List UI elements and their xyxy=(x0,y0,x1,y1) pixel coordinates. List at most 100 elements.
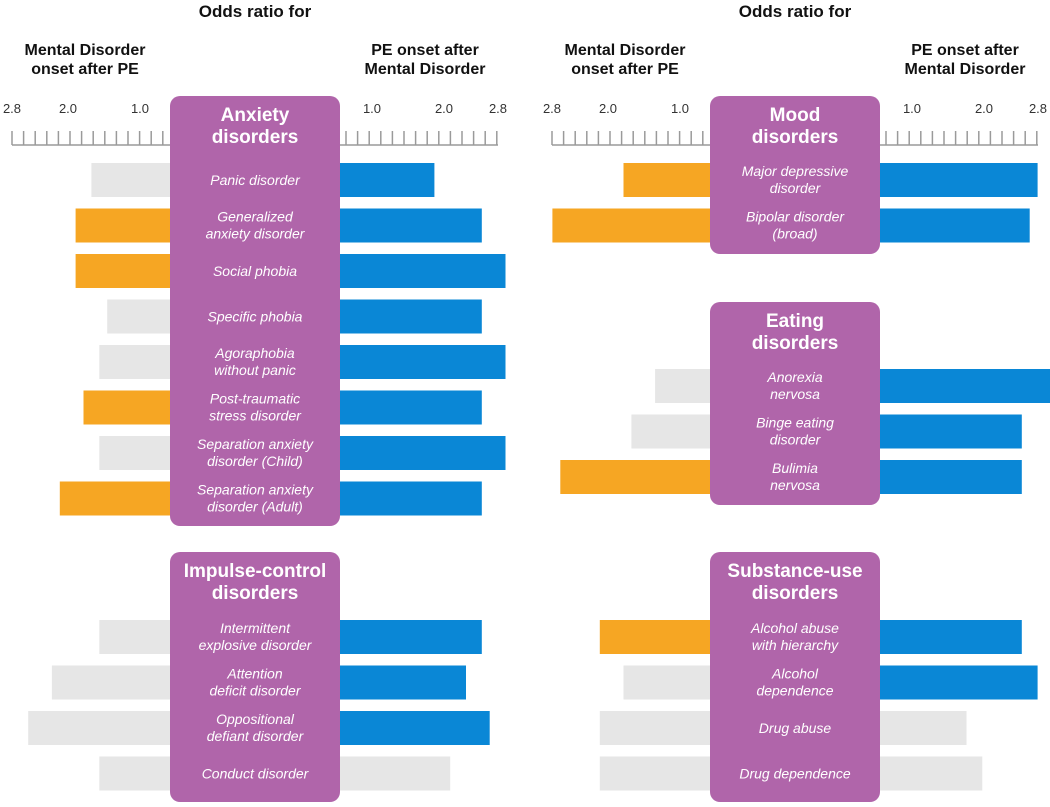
right-bar xyxy=(340,299,482,334)
row-label: nervosa xyxy=(770,386,820,402)
category-title: Anxiety xyxy=(221,105,290,126)
row-label: (broad) xyxy=(772,226,817,242)
right-column-heading: Mental Disorder xyxy=(365,61,486,78)
left-tick-label: 1.0 xyxy=(671,101,689,116)
right-bar xyxy=(340,254,506,288)
right-bar xyxy=(880,711,967,745)
row-label: disorder xyxy=(770,432,822,448)
row-label: disorder (Child) xyxy=(207,453,303,469)
category-title: Eating xyxy=(766,311,824,332)
category-box xyxy=(170,552,340,802)
category-title: Mood xyxy=(770,105,821,126)
headers: Odds ratio for Mental Disorder onset after… xyxy=(25,2,1026,78)
row-label: defiant disorder xyxy=(207,728,305,744)
row-label: disorder (Adult) xyxy=(207,499,303,515)
row-label: Attention xyxy=(226,666,282,682)
right-bar xyxy=(880,620,1022,654)
category-title: disorders xyxy=(752,127,839,148)
right-bar xyxy=(880,756,983,791)
row-label: Major depressive xyxy=(742,163,849,179)
right-tick-label: 1.0 xyxy=(363,101,381,116)
row-label: nervosa xyxy=(770,477,820,493)
right-bar xyxy=(340,620,482,654)
left-bar xyxy=(28,711,171,745)
left-bar xyxy=(623,163,710,197)
right-tick-label: 1.0 xyxy=(903,101,921,116)
chart-header-title: Odds ratio for xyxy=(199,2,312,21)
row-label: Agoraphobia xyxy=(214,345,295,361)
left-bar xyxy=(623,665,710,700)
right-bar xyxy=(880,460,1022,494)
left-bar xyxy=(91,163,170,197)
row-label: Oppositional xyxy=(216,711,295,727)
left-bar xyxy=(51,665,170,700)
right-bar xyxy=(340,481,482,516)
category-title: disorders xyxy=(212,127,299,148)
category-title: disorders xyxy=(752,583,839,604)
left-bar xyxy=(75,254,170,288)
right-column-heading: Mental Disorder xyxy=(905,61,1026,78)
right-bar xyxy=(340,711,490,745)
left-column-heading: Mental Disorder xyxy=(25,42,146,59)
row-label: disorder xyxy=(770,180,822,196)
category-title: disorders xyxy=(212,583,299,604)
row-label: Separation anxiety xyxy=(197,436,314,452)
row-label: deficit disorder xyxy=(209,683,301,699)
left-bar xyxy=(560,460,710,494)
left-column-heading: Mental Disorder xyxy=(565,42,686,59)
left-bar xyxy=(59,481,170,516)
row-label: Bipolar disorder xyxy=(746,209,845,225)
right-bar xyxy=(340,163,435,197)
right-bar xyxy=(340,436,506,470)
left-bar xyxy=(99,756,170,791)
right-bar xyxy=(880,369,1050,403)
category-box xyxy=(710,552,880,802)
row-label: explosive disorder xyxy=(199,637,313,653)
chart-header-title: Odds ratio for xyxy=(739,2,852,21)
left-bar xyxy=(631,414,710,449)
axes: 2.8 2.0 1.0 1.0 2.0 2.8 2.8 2.0 1.0 1.0 2.0 2.8 xyxy=(3,101,1047,146)
left-bar xyxy=(99,345,170,379)
left-tick-label: 2.8 xyxy=(3,101,21,116)
left-bar xyxy=(99,436,170,470)
right-tick-label: 2.0 xyxy=(435,101,453,116)
row-label: Drug dependence xyxy=(739,766,851,782)
category-box xyxy=(170,96,340,526)
row-label: dependence xyxy=(756,683,833,699)
row-label: Drug abuse xyxy=(759,720,832,736)
left-tick-label: 2.0 xyxy=(59,101,77,116)
right-column-heading: PE onset after xyxy=(911,42,1019,59)
category-box xyxy=(710,96,880,254)
right-bar xyxy=(340,756,451,791)
right-bar xyxy=(340,208,482,243)
row-label: Panic disorder xyxy=(210,172,301,188)
category-title: Impulse-control xyxy=(184,561,327,582)
row-label: Social phobia xyxy=(213,263,297,279)
right-bar xyxy=(880,163,1038,197)
row-label: Generalized xyxy=(217,209,294,225)
right-bar xyxy=(880,208,1030,243)
row-label: Specific phobia xyxy=(208,309,303,325)
left-tick-label: 2.0 xyxy=(599,101,617,116)
row-label: Alcohol xyxy=(771,666,819,682)
left-bar xyxy=(599,620,710,654)
row-label: without panic xyxy=(214,362,296,378)
left-column-heading: onset after PE xyxy=(571,61,679,78)
left-bar xyxy=(107,299,170,334)
left-bar xyxy=(599,756,710,791)
right-tick-label: 2.0 xyxy=(975,101,993,116)
left-bar xyxy=(83,390,170,425)
right-bar xyxy=(340,390,482,425)
category-title: disorders xyxy=(752,333,839,354)
right-column-heading: PE onset after xyxy=(371,42,479,59)
row-label: stress disorder xyxy=(209,408,302,424)
row-label: Post-traumatic xyxy=(210,391,300,407)
left-bar xyxy=(599,711,710,745)
left-tick-label: 1.0 xyxy=(131,101,149,116)
row-label: Binge eating xyxy=(756,415,834,431)
right-bar xyxy=(880,665,1038,700)
